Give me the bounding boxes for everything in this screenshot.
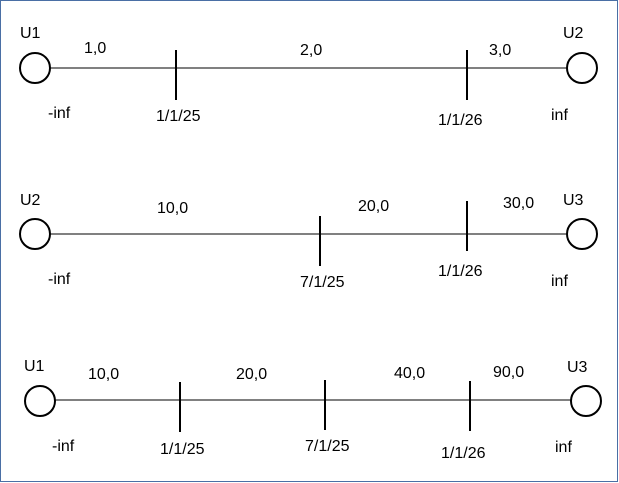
timeline-1-tick-label: 1/1/25 (156, 108, 201, 125)
timeline-3: U1 U3 -inf inf 1/1/25 7/1/25 1/1/26 10,0… (24, 358, 602, 462)
timeline-1-tick-label: 1/1/26 (438, 112, 483, 129)
timeline-1: U1 U2 -inf inf 1/1/25 1/1/26 1,0 2,0 3,0 (19, 25, 598, 129)
timeline-2-segment-label: 10,0 (157, 200, 188, 217)
timeline-1-segment-label: 3,0 (489, 42, 511, 59)
timeline-3-left-end-label: -inf (52, 438, 75, 455)
timeline-1-segment-label: 2,0 (300, 42, 322, 59)
timeline-2-right-end-label: inf (551, 273, 568, 290)
timeline-3-right-node (570, 385, 602, 417)
timeline-2-segment-label: 20,0 (358, 198, 389, 215)
timeline-2-left-end-label: -inf (48, 271, 71, 288)
timeline-3-segment-label: 20,0 (236, 366, 267, 383)
timeline-3-tick-label: 1/1/25 (160, 441, 205, 458)
timeline-2-left-node-label: U2 (20, 192, 41, 209)
timeline-1-right-node-label: U2 (563, 25, 584, 42)
timeline-2-right-node (566, 218, 598, 250)
timeline-1-segment-label: 1,0 (84, 40, 106, 57)
timeline-3-right-end-label: inf (555, 439, 572, 456)
timeline-1-right-node (566, 52, 598, 84)
timeline-3-left-node-label: U1 (24, 358, 45, 375)
timeline-2-segment-label: 30,0 (503, 195, 534, 212)
timeline-2-tick-label: 1/1/26 (438, 263, 483, 280)
timeline-2-right-node-label: U3 (563, 192, 584, 209)
timeline-3-segment-label: 10,0 (88, 366, 119, 383)
timeline-1-left-end-label: -inf (48, 105, 71, 122)
timeline-3-segment-label: 40,0 (394, 365, 425, 382)
timeline-2-tick-label: 7/1/25 (300, 274, 345, 291)
timeline-3-right-node-label: U3 (567, 359, 588, 376)
timeline-1-right-end-label: inf (551, 107, 568, 124)
timeline-3-left-node (24, 385, 56, 417)
timeline-2: U2 U3 -inf inf 7/1/25 1/1/26 10,0 20,0 3… (19, 192, 598, 291)
timeline-3-tick-label: 7/1/25 (305, 438, 350, 455)
timeline-3-segment-label: 90,0 (493, 364, 524, 381)
timeline-1-left-node (19, 52, 51, 84)
timeline-1-left-node-label: U1 (20, 25, 41, 42)
timeline-2-left-node (19, 218, 51, 250)
timeline-3-tick-label: 1/1/26 (441, 445, 486, 462)
